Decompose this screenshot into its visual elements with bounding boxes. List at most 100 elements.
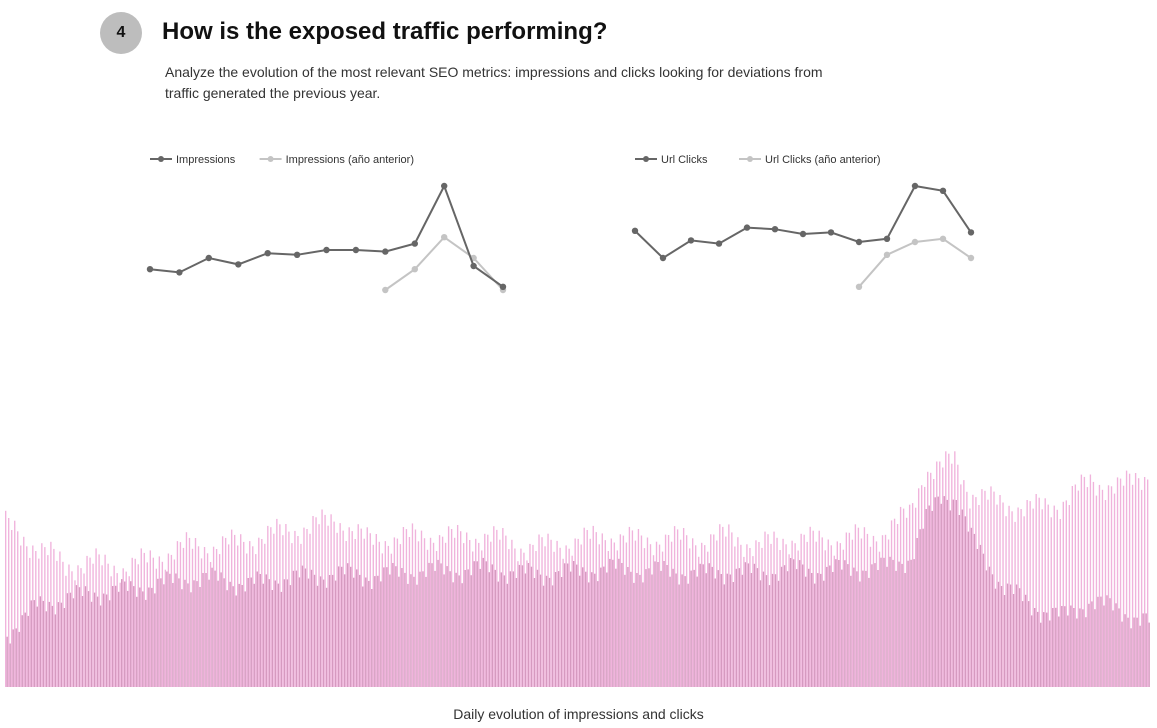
bar-clicks[interactable] <box>175 573 177 688</box>
bar-clicks[interactable] <box>639 574 641 687</box>
bar-clicks[interactable] <box>380 581 382 687</box>
bar-clicks[interactable] <box>368 580 370 687</box>
bar-impressions[interactable] <box>586 530 588 687</box>
bar-clicks[interactable] <box>1121 621 1123 687</box>
bar-clicks[interactable] <box>446 566 448 687</box>
bar-clicks[interactable] <box>1040 622 1042 687</box>
bar-clicks[interactable] <box>1088 603 1090 687</box>
bar-impressions[interactable] <box>279 524 281 687</box>
bar-impressions[interactable] <box>110 576 112 687</box>
bar-clicks[interactable] <box>738 568 741 687</box>
bar-clicks[interactable] <box>425 576 427 687</box>
bar-clicks[interactable] <box>771 573 774 687</box>
bar-clicks[interactable] <box>729 574 732 688</box>
bar-impressions[interactable] <box>851 539 854 687</box>
bar-clicks[interactable] <box>1100 596 1102 687</box>
bar-clicks[interactable] <box>461 583 463 687</box>
bar-impressions[interactable] <box>270 527 272 687</box>
bar-impressions[interactable] <box>914 507 917 687</box>
bar-clicks[interactable] <box>829 565 831 688</box>
bar-clicks[interactable] <box>99 605 102 688</box>
bar-clicks[interactable] <box>377 575 379 687</box>
bar-clicks[interactable] <box>1061 606 1063 687</box>
bar-clicks[interactable] <box>172 583 174 687</box>
bar-clicks[interactable] <box>157 578 159 687</box>
bar-impressions[interactable] <box>643 548 646 687</box>
bar-impressions[interactable] <box>863 527 866 687</box>
bar-clicks[interactable] <box>627 567 629 687</box>
bar-impressions[interactable] <box>50 541 52 687</box>
bar-clicks[interactable] <box>145 599 147 687</box>
bar-clicks[interactable] <box>1049 620 1051 688</box>
bar-impressions[interactable] <box>827 539 829 688</box>
bar-impressions[interactable] <box>140 548 142 687</box>
bar-clicks[interactable] <box>214 570 216 687</box>
bar-clicks[interactable] <box>804 576 807 687</box>
bar-impressions[interactable] <box>53 548 55 687</box>
bar-clicks[interactable] <box>681 574 683 687</box>
bar-clicks[interactable] <box>114 585 117 687</box>
bar-clicks[interactable] <box>609 558 611 687</box>
bar-impressions[interactable] <box>568 548 570 687</box>
bar-impressions[interactable] <box>487 534 489 687</box>
bar-impressions[interactable] <box>785 544 787 687</box>
bar-impressions[interactable] <box>496 529 498 687</box>
bar-impressions[interactable] <box>613 542 616 688</box>
bar-clicks[interactable] <box>898 561 900 687</box>
bar-clicks[interactable] <box>705 573 707 687</box>
bar-clicks[interactable] <box>497 581 500 687</box>
bar-impressions[interactable] <box>924 486 926 687</box>
bar-clicks[interactable] <box>307 578 310 687</box>
bar-clicks[interactable] <box>467 569 469 687</box>
bar-impressions[interactable] <box>306 529 308 687</box>
bar-impressions[interactable] <box>188 537 191 687</box>
bar-clicks[interactable] <box>642 582 644 687</box>
bar-clicks[interactable] <box>750 573 753 687</box>
bar-clicks[interactable] <box>883 557 885 687</box>
bar-clicks[interactable] <box>1142 613 1144 687</box>
bar-clicks[interactable] <box>1124 614 1126 687</box>
bar-clicks[interactable] <box>868 577 870 687</box>
bar-impressions[interactable] <box>1047 504 1049 687</box>
bar-clicks[interactable] <box>1043 612 1045 687</box>
bar-clicks[interactable] <box>859 581 861 688</box>
bar-clicks[interactable] <box>1076 618 1078 688</box>
bar-clicks[interactable] <box>247 578 249 687</box>
bar-clicks[interactable] <box>982 553 985 687</box>
bar-impressions[interactable] <box>824 550 826 687</box>
bar-clicks[interactable] <box>762 571 765 687</box>
bar-impressions[interactable] <box>505 535 507 687</box>
bar-clicks[interactable] <box>964 516 967 687</box>
bar-clicks[interactable] <box>1097 596 1099 687</box>
bar-clicks[interactable] <box>322 579 325 687</box>
bar-impressions[interactable] <box>89 557 91 687</box>
bar-impressions[interactable] <box>209 562 212 687</box>
bar-impressions[interactable] <box>716 540 718 688</box>
data-point[interactable] <box>411 240 418 247</box>
bar-impressions[interactable] <box>221 536 224 687</box>
bar-impressions[interactable] <box>767 534 769 687</box>
bar-impressions[interactable] <box>1131 484 1134 687</box>
bar-impressions[interactable] <box>908 504 911 687</box>
data-point[interactable] <box>470 262 477 270</box>
bar-clicks[interactable] <box>765 575 768 687</box>
bar-impressions[interactable] <box>1059 519 1061 687</box>
bar-clicks[interactable] <box>841 569 843 687</box>
bar-impressions[interactable] <box>821 537 823 687</box>
bar-impressions[interactable] <box>743 556 745 687</box>
bar-impressions[interactable] <box>1002 502 1004 688</box>
bar-impressions[interactable] <box>652 555 655 687</box>
bar-clicks[interactable] <box>30 600 32 687</box>
bar-impressions[interactable] <box>116 573 118 687</box>
bar-impressions[interactable] <box>1122 485 1125 687</box>
bar-clicks[interactable] <box>190 592 192 687</box>
bar-impressions[interactable] <box>11 530 13 687</box>
bar-impressions[interactable] <box>893 518 896 687</box>
bar-clicks[interactable] <box>603 566 605 687</box>
bar-impressions[interactable] <box>987 499 989 687</box>
bar-impressions[interactable] <box>616 550 619 687</box>
bar-impressions[interactable] <box>86 555 88 687</box>
bar-clicks[interactable] <box>847 564 849 687</box>
bar-impressions[interactable] <box>282 535 284 687</box>
bar-clicks[interactable] <box>18 631 20 687</box>
